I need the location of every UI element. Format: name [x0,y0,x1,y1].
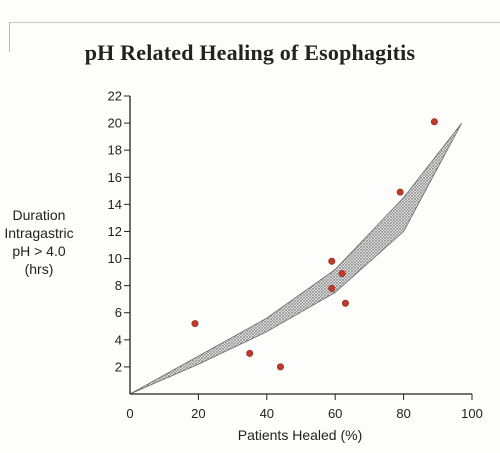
data-point [430,118,438,126]
y-axis-label: Duration Intragastric pH > 4.0 (hrs) [2,206,76,278]
y-axis-label-line-4: (hrs) [24,261,54,277]
x-axis-label: Patients Healed (%) [238,427,363,443]
data-point [191,320,199,328]
data-points-layer [191,118,438,371]
y-tick-label: 16 [108,170,122,185]
data-point [396,188,404,196]
y-axis-label-line-3: pH > 4.0 [12,243,66,259]
y-tick-label: 14 [108,197,122,212]
left-rule [9,22,10,52]
data-point [341,299,349,307]
ticks-layer: 2 4 6 8 10 12 14 16 18 20 22 0 20 40 60 80 100 [108,89,483,422]
x-tick-label: 100 [461,406,483,421]
y-axis-label-line-1: Duration [12,207,66,223]
y-tick-label: 6 [115,305,122,320]
data-point [338,269,346,277]
y-tick-label: 18 [108,143,122,158]
y-tick-label: 4 [115,332,122,347]
confidence-band [129,122,463,395]
y-tick-label: 8 [115,278,122,293]
data-point [276,363,284,371]
confidence-band-layer [129,122,463,395]
x-tick-label: 40 [260,406,274,421]
top-rule [9,22,500,23]
x-tick-label: 20 [191,406,205,421]
x-tick-label: 0 [126,406,133,421]
y-axis-label-line-2: Intragastric [4,225,74,241]
y-tick-label: 2 [115,359,122,374]
data-point [328,257,336,265]
y-tick-label: 10 [108,251,122,266]
x-tick-label: 80 [396,406,410,421]
x-tick-label: 60 [328,406,342,421]
chart-title: pH Related Healing of Esophagitis [84,40,416,65]
y-tick-label: 22 [108,89,122,104]
data-point [246,349,254,357]
y-tick-label: 12 [108,224,122,239]
axes-layer [129,96,472,395]
y-tick-label: 20 [108,116,122,131]
data-point [328,284,336,292]
